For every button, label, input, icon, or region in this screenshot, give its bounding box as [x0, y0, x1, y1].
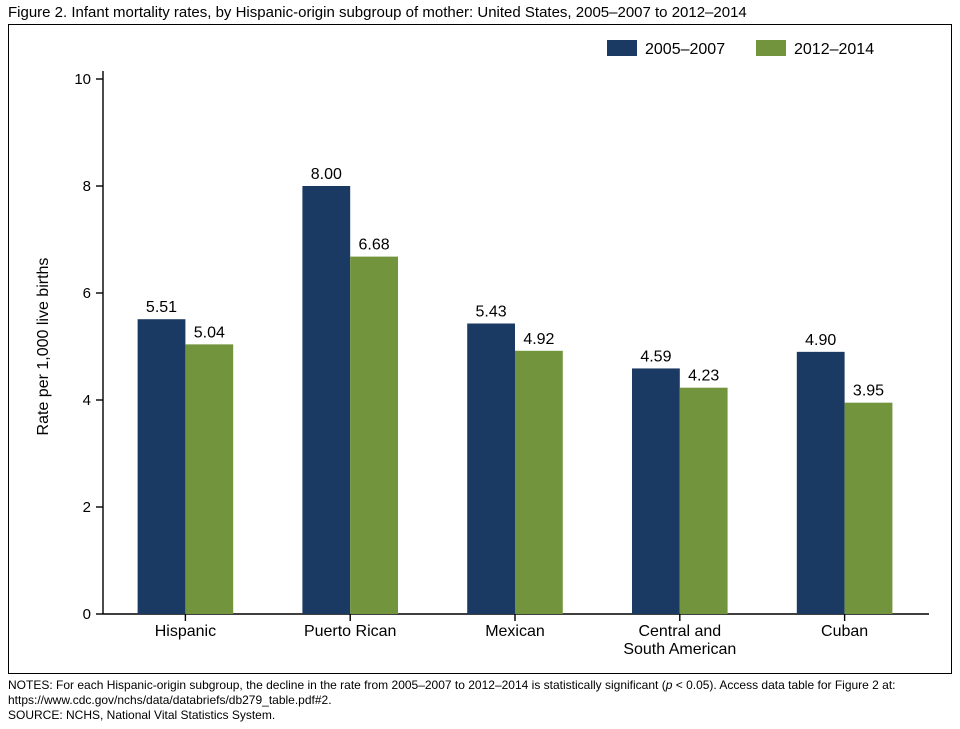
legend-label: 2012–2014 [794, 41, 874, 58]
y-tick-label: 4 [83, 392, 91, 409]
y-tick-label: 6 [83, 285, 91, 302]
bar [680, 388, 728, 614]
legend-swatch [756, 40, 786, 56]
bar-value-label: 3.95 [853, 383, 884, 400]
y-axis-label: Rate per 1,000 live births [35, 258, 52, 436]
x-category-label: South American [623, 641, 736, 658]
bar-value-label: 8.00 [311, 166, 342, 183]
y-tick-label: 0 [83, 606, 91, 623]
bar [185, 344, 233, 614]
bar [302, 186, 350, 614]
y-tick-label: 2 [83, 499, 91, 516]
y-tick-label: 10 [74, 71, 91, 88]
bar-value-label: 5.51 [146, 299, 177, 316]
bar-value-label: 6.68 [359, 237, 390, 254]
bar [632, 368, 680, 614]
x-category-label: Central and [638, 623, 721, 640]
bar [467, 323, 515, 614]
x-category-label: Mexican [485, 623, 545, 640]
bar [138, 319, 186, 614]
bar [350, 257, 398, 614]
bar [515, 351, 563, 614]
y-tick-label: 8 [83, 178, 91, 195]
bar-chart: 0 2 4 6 8 10 Rate per 1,000 live births Hispani… [8, 24, 952, 674]
bar-value-label: 4.59 [640, 348, 671, 365]
x-category-label: Hispanic [155, 623, 216, 640]
bar-value-label: 4.23 [688, 368, 719, 385]
x-category-label: Cuban [821, 623, 868, 640]
bar-value-label: 4.92 [523, 331, 554, 348]
bar-value-label: 5.04 [194, 324, 225, 341]
bar-value-label: 5.43 [476, 303, 507, 320]
x-category-label: Puerto Rican [304, 623, 397, 640]
figure-title: Figure 2. Infant mortality rates, by His… [8, 4, 747, 21]
legend-swatch [607, 40, 637, 56]
legend-label: 2005–2007 [645, 41, 725, 58]
bar-value-label: 4.90 [805, 332, 836, 349]
bar [845, 403, 893, 614]
bar [797, 352, 845, 614]
notes-text: NOTES: For each Hispanic-origin subgroup… [8, 678, 952, 723]
